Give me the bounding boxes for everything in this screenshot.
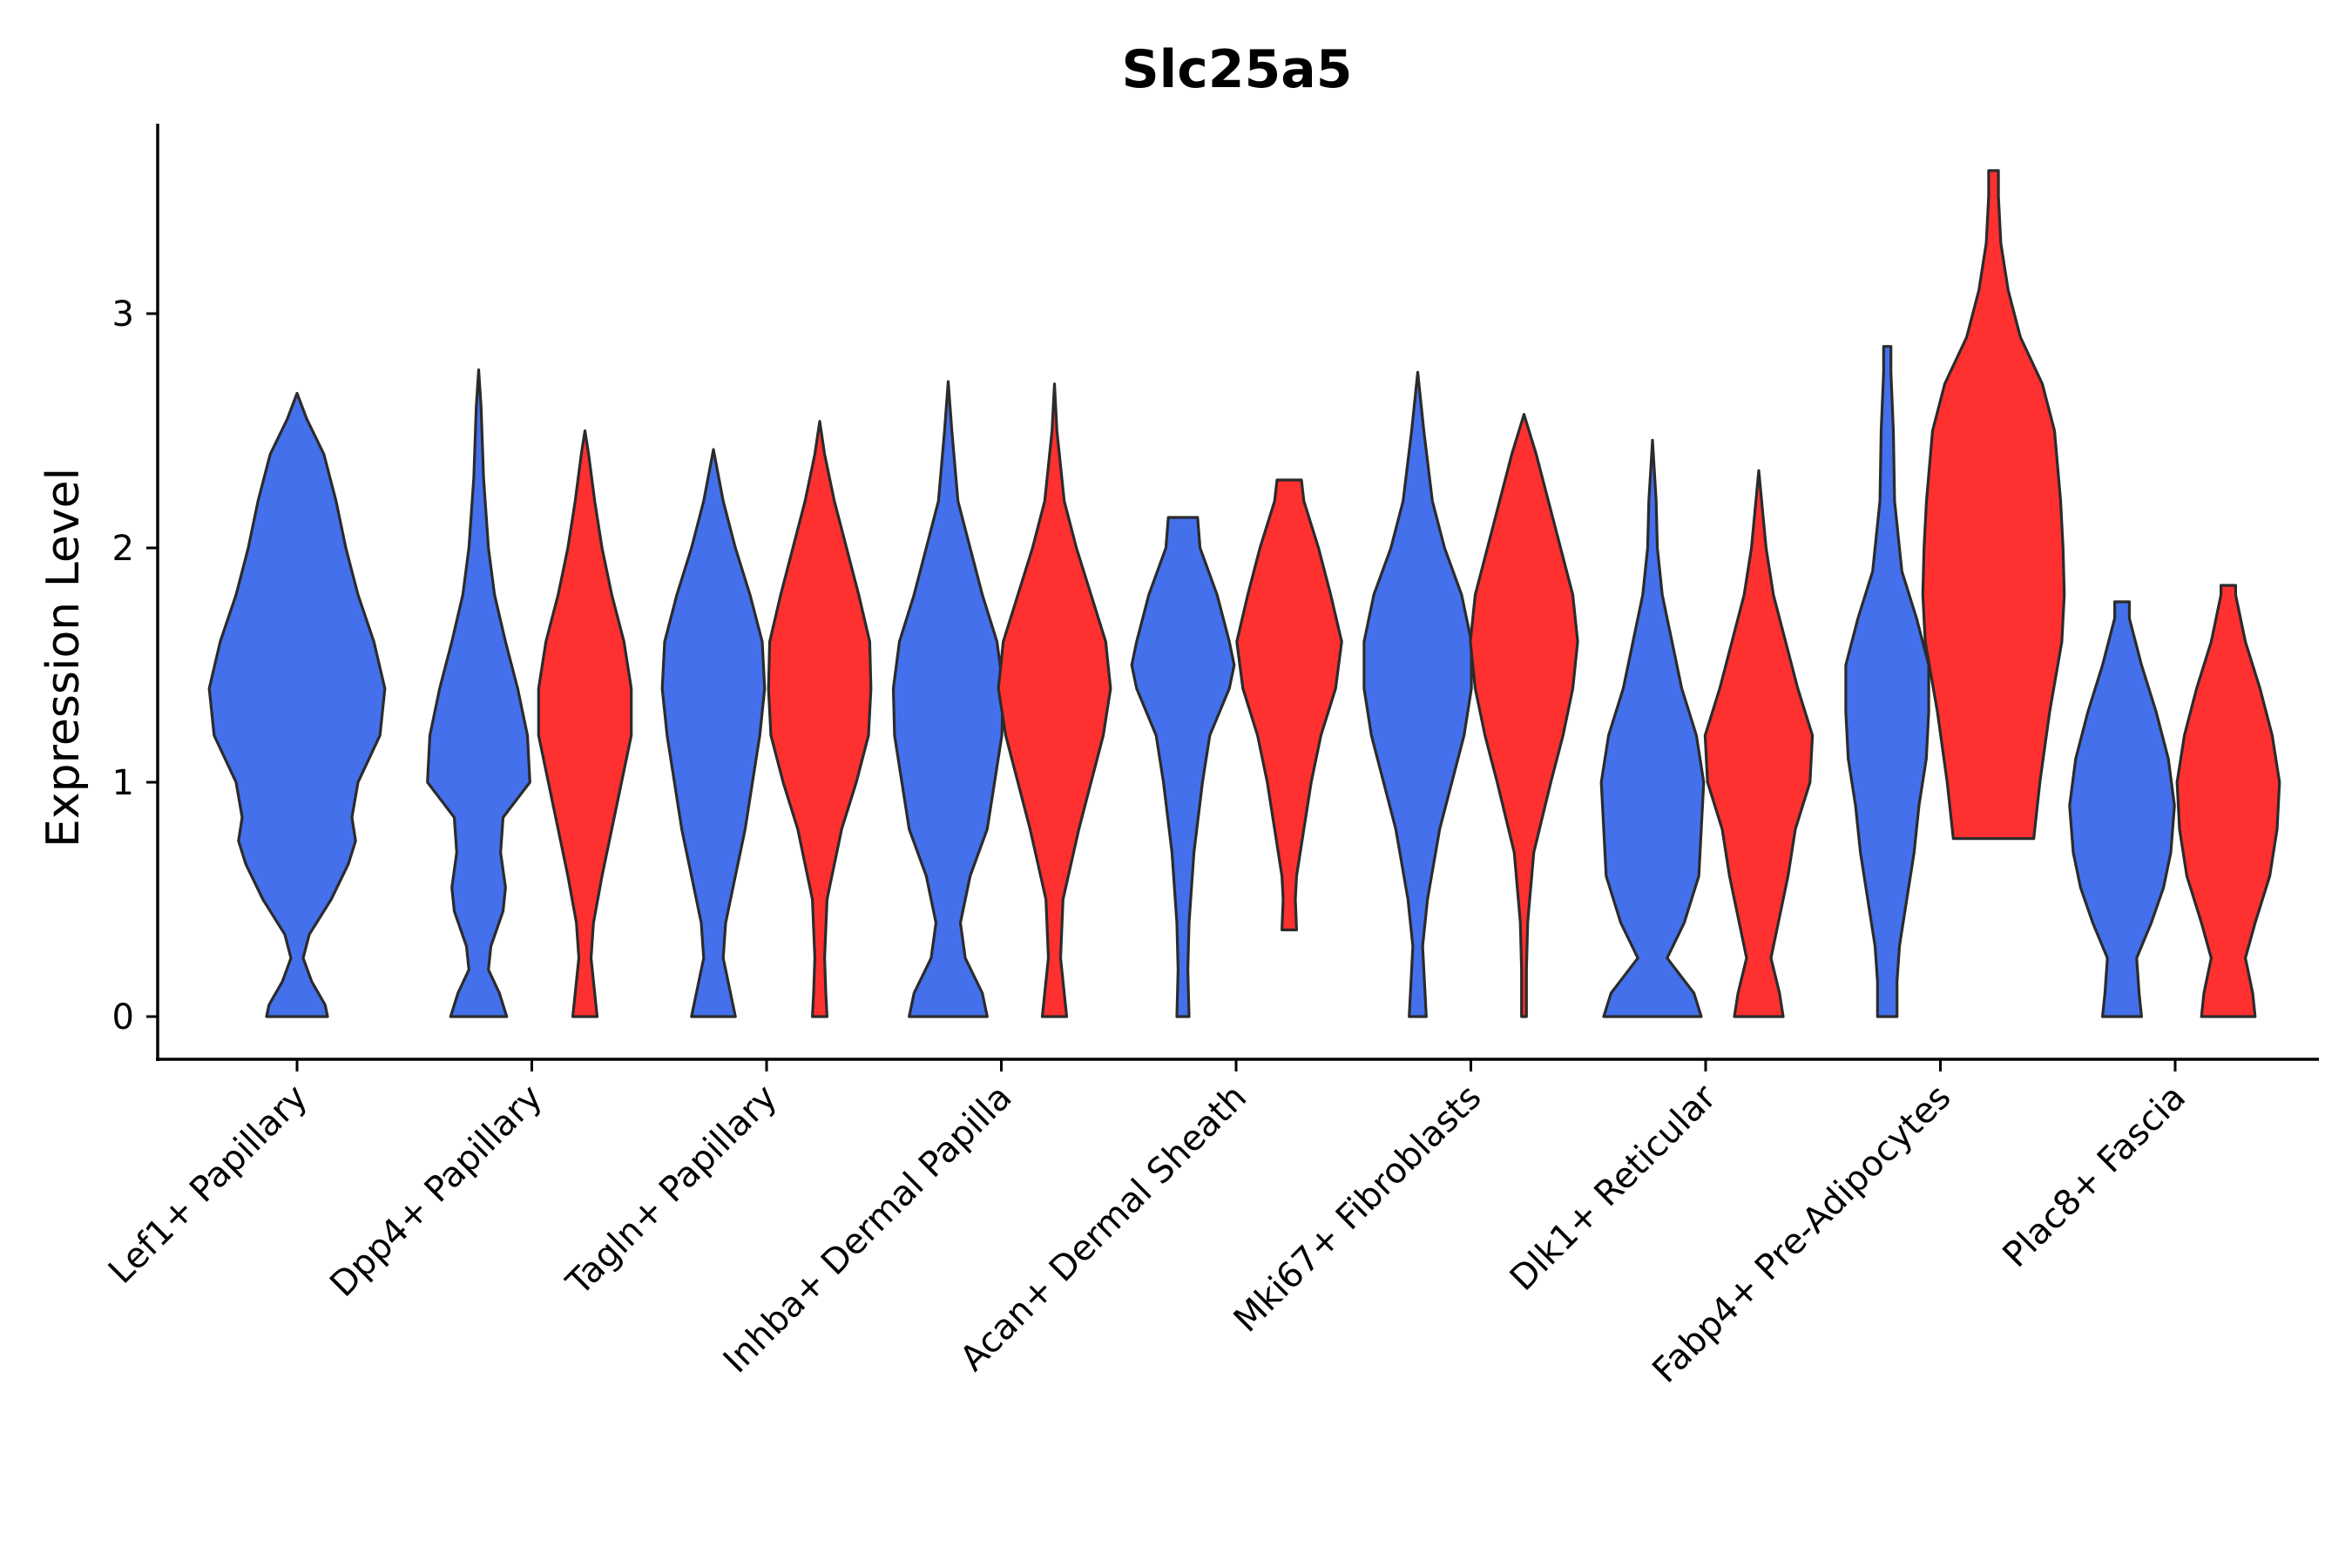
violin-blue-fabp4-pre-adipocytes: [1844, 345, 1930, 1018]
y-tick-label: 0: [112, 997, 134, 1037]
y-tick-label: 2: [112, 529, 134, 569]
violin-red-dpp4-papillary: [537, 429, 633, 1018]
violin-blue-dlk1-reticular: [1599, 438, 1706, 1018]
chart-title: Slc25a5: [1121, 39, 1352, 100]
violin-blue-plac8-fascia: [2068, 600, 2176, 1018]
y-tick-label: 3: [112, 294, 134, 335]
violin-red-plac8-fascia: [2175, 584, 2281, 1018]
x-tick-label: Lef1+ Papillary: [101, 1078, 315, 1292]
y-axis-ticks: 0 1 2 3: [112, 294, 158, 1037]
x-tick-label: Mki67+ Fibroblasts: [1227, 1078, 1490, 1341]
violins-layer: [207, 169, 2281, 1018]
violin-red-tagln-papillary: [767, 420, 873, 1018]
violin-blue-inhba-dermal-papilla: [891, 380, 1005, 1018]
y-axis-label: Expression Level: [37, 468, 90, 848]
x-tick-label: Dpp4+ Papillary: [322, 1078, 550, 1305]
violin-blue-lef1-papillary: [207, 391, 387, 1018]
y-tick-label: 1: [112, 763, 134, 803]
violin-red-acan-dermal-sheath: [1235, 478, 1343, 932]
violin-red-mki67-fibroblasts: [1469, 413, 1579, 1018]
x-tick-label: Dlk1+ Reticular: [1503, 1077, 1725, 1299]
violin-blue-tagln-papillary: [660, 448, 767, 1018]
violin-red-fabp4-pre-adipocytes: [1921, 169, 2066, 841]
violin-red-inhba-dermal-papilla: [997, 382, 1112, 1018]
violin-red-dlk1-reticular: [1703, 469, 1815, 1018]
x-axis-ticks: Lef1+ Papillary Dpp4+ Papillary Tagln+ Pap…: [101, 1059, 2193, 1391]
violin-blue-mki67-fibroblasts: [1362, 370, 1473, 1018]
violin-blue-acan-dermal-sheath: [1130, 516, 1236, 1018]
x-tick-label: Plac8+ Fascia: [1996, 1078, 2194, 1276]
violin-blue-dpp4-papillary: [426, 368, 531, 1018]
x-tick-label: Tagln+ Papillary: [558, 1078, 785, 1304]
